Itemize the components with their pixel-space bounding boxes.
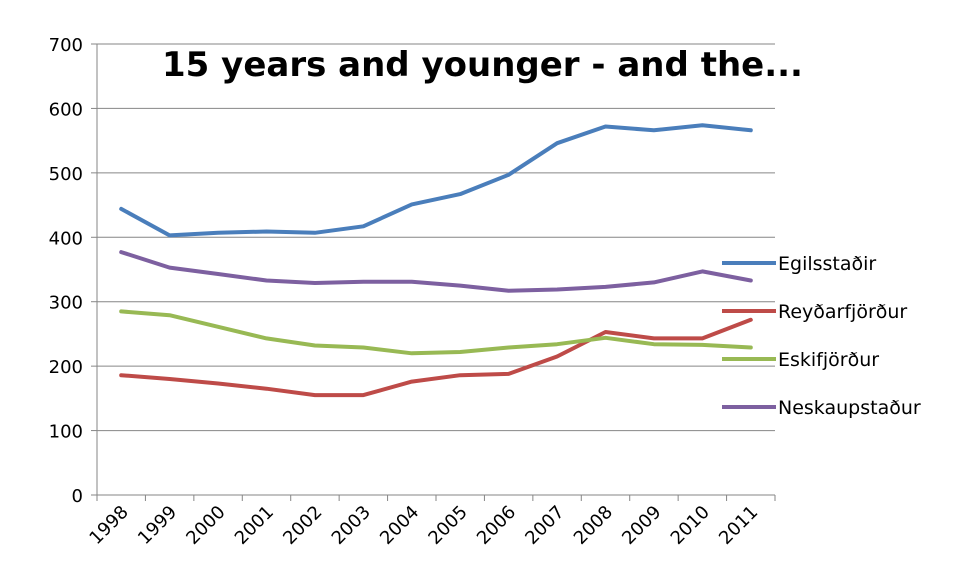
y-tick-label: 500 [49, 164, 83, 185]
y-tick-label: 600 [49, 99, 83, 120]
y-tick-label: 100 [49, 422, 83, 443]
legend: Egilsstaðir Reyðarfjörður Eskifjörður Neska… [722, 253, 921, 419]
series-line-1 [119, 317, 753, 398]
gridlines [97, 43, 775, 432]
y-tick-label: 400 [49, 228, 83, 249]
series-line-0 [119, 123, 753, 238]
legend-label: Egilsstaðir [778, 253, 876, 275]
y-tick-label: 300 [49, 293, 83, 314]
series-line-3 [119, 250, 753, 293]
series-line-2 [119, 309, 753, 356]
legend-label: Eskifjörður [778, 349, 879, 371]
y-tick-label: 700 [49, 35, 83, 56]
y-tick-label: 0 [72, 486, 83, 507]
series-lines [119, 123, 753, 398]
legend-label: Neskaupstaður [778, 397, 921, 419]
y-tick-label: 200 [49, 357, 83, 378]
chart-title: 15 years and younger - and the... [162, 45, 803, 85]
legend-label: Reyðarfjörður [778, 301, 907, 323]
